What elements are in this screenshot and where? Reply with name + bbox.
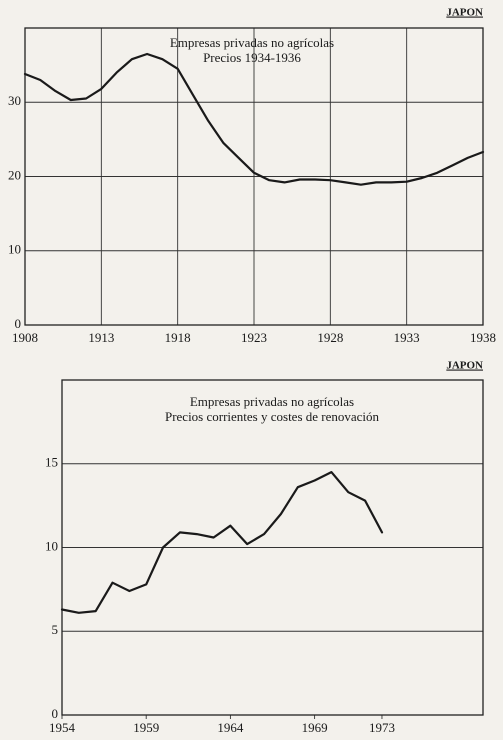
x-tick-label: 1954 xyxy=(49,720,76,735)
chart-title: Empresas privadas no agrícolas xyxy=(170,35,334,50)
chart-title: Empresas privadas no agrícolas xyxy=(190,394,354,409)
corner-label: JAPON xyxy=(446,360,483,372)
x-tick-label: 1923 xyxy=(241,330,267,345)
x-tick-label: 1964 xyxy=(217,720,244,735)
data-line xyxy=(23,52,485,186)
x-tick-label: 1969 xyxy=(302,720,328,735)
x-tick-label: 1933 xyxy=(394,330,420,345)
y-tick-label: 15 xyxy=(45,455,58,470)
chart-subtitle: Precios corrientes y costes de renovació… xyxy=(165,409,380,424)
y-tick-label: 0 xyxy=(15,316,22,331)
y-tick-label: 30 xyxy=(8,93,21,108)
y-tick-label: 5 xyxy=(52,622,59,637)
plot-frame xyxy=(61,379,484,716)
y-tick-label: 20 xyxy=(8,167,21,182)
plot-frame xyxy=(24,27,484,326)
chart-subtitle: Precios 1934-1936 xyxy=(203,50,301,65)
x-tick-label: 1913 xyxy=(88,330,114,345)
corner-label: JAPON xyxy=(446,7,483,19)
x-tick-label: 1959 xyxy=(133,720,159,735)
x-tick-label: 1938 xyxy=(470,330,496,345)
x-tick-label: 1973 xyxy=(369,720,395,735)
data-line xyxy=(60,471,384,614)
x-tick-label: 1928 xyxy=(317,330,343,345)
y-tick-label: 0 xyxy=(52,706,59,721)
y-tick-label: 10 xyxy=(45,538,58,553)
x-tick-label: 1918 xyxy=(165,330,191,345)
x-tick-label: 1908 xyxy=(12,330,38,345)
y-tick-label: 10 xyxy=(8,242,21,257)
